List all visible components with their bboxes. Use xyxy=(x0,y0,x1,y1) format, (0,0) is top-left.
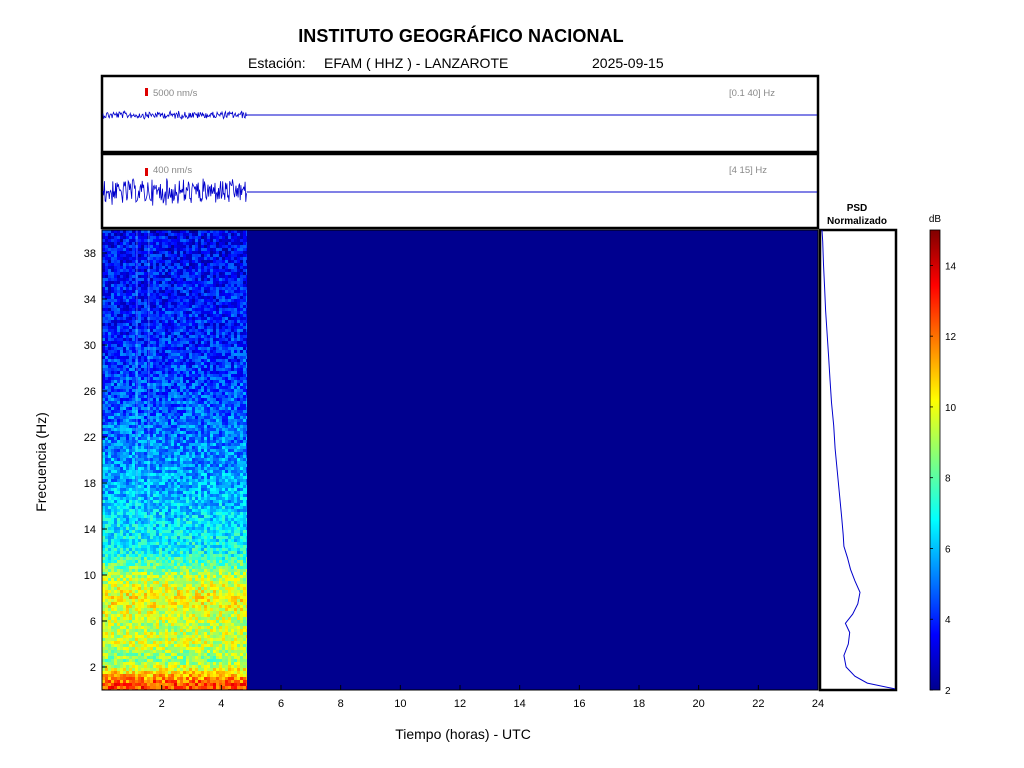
panel-1-frame xyxy=(100,74,820,154)
x-tick-label: 8 xyxy=(338,698,344,710)
y-tick-label: 22 xyxy=(84,432,96,444)
trace-broadband xyxy=(102,110,817,120)
scale-marker-2 xyxy=(145,168,148,176)
psd-title: PSD xyxy=(847,203,868,214)
seismogram-panel-2: 400 nm/s [4 15] Hz xyxy=(100,152,820,230)
y-tick-label: 10 xyxy=(84,570,96,582)
x-tick-label: 10 xyxy=(394,698,406,710)
colorbar-tick-label: 12 xyxy=(945,332,957,343)
psd-frame xyxy=(818,228,898,692)
spectrogram-panel: 2 4 6 8 10 12 14 16 18 20 22 24 261014182226303438 … xyxy=(33,229,824,742)
x-tick-label: 2 xyxy=(159,698,165,710)
colorbar-label: dB xyxy=(929,214,942,225)
psd-subtitle: Normalizado xyxy=(827,216,887,227)
figure-title: INSTITUTO GEOGRÁFICO NACIONAL xyxy=(298,26,624,46)
trace-filtered xyxy=(102,178,817,206)
psd-curve xyxy=(821,229,896,690)
colorbar-tick-label: 14 xyxy=(945,261,957,272)
x-tick-label: 4 xyxy=(218,698,224,710)
y-tick-label: 34 xyxy=(84,294,96,306)
station-name: EFAM ( HHZ ) - LANZAROTE xyxy=(324,55,509,71)
scale-label-2: 400 nm/s xyxy=(153,165,192,176)
y-tick-label: 18 xyxy=(84,478,96,490)
colorbar-tick-label: 2 xyxy=(945,686,951,697)
band-label-1: [0.1 40] Hz xyxy=(729,88,775,99)
y-tick-label: 14 xyxy=(84,524,96,536)
y-tick-label: 26 xyxy=(84,386,96,398)
colorbar-tick-label: 6 xyxy=(945,544,951,555)
spectrogram-cells xyxy=(102,230,247,690)
x-axis-label: Tiempo (horas) - UTC xyxy=(395,726,531,742)
psd-panel: PSD Normalizado xyxy=(818,203,898,692)
scale-marker-1 xyxy=(145,88,148,96)
x-tick-label: 6 xyxy=(278,698,284,710)
colorbar-tick-label: 4 xyxy=(945,615,951,626)
station-label: Estación: xyxy=(248,55,306,71)
seismic-signal xyxy=(102,178,247,206)
seismic-signal xyxy=(102,110,247,120)
spectral-streak xyxy=(148,230,150,530)
colorbar: dB 2 4 6 8 10 12 14 xyxy=(929,214,957,697)
y-tick-label: 2 xyxy=(90,662,96,674)
x-tick-label: 16 xyxy=(573,698,585,710)
x-tick-label: 20 xyxy=(693,698,705,710)
band-label-2: [4 15] Hz xyxy=(729,165,767,176)
colorbar-tick-label: 10 xyxy=(945,403,957,414)
seismogram-panel-1: 5000 nm/s [0.1 40] Hz xyxy=(100,74,820,154)
colorbar-tick-label: 8 xyxy=(945,474,951,485)
scale-label-1: 5000 nm/s xyxy=(153,88,198,99)
x-tick-label: 12 xyxy=(454,698,466,710)
y-tick-label: 6 xyxy=(90,616,96,628)
colorbar-gradient xyxy=(929,229,941,691)
spectral-streak xyxy=(136,230,138,530)
x-tick-label: 18 xyxy=(633,698,645,710)
record-date: 2025-09-15 xyxy=(592,55,664,71)
x-axis-ticks: 2 4 6 8 10 12 14 16 18 20 22 24 xyxy=(159,685,824,710)
x-tick-label: 14 xyxy=(514,698,526,710)
y-tick-label: 38 xyxy=(84,248,96,260)
y-tick-label: 30 xyxy=(84,340,96,352)
x-tick-label: 22 xyxy=(752,698,764,710)
x-tick-label: 24 xyxy=(812,698,824,710)
y-axis-label: Frecuencia (Hz) xyxy=(33,412,49,512)
colorbar-ticks: 2 4 6 8 10 12 14 xyxy=(930,261,957,697)
